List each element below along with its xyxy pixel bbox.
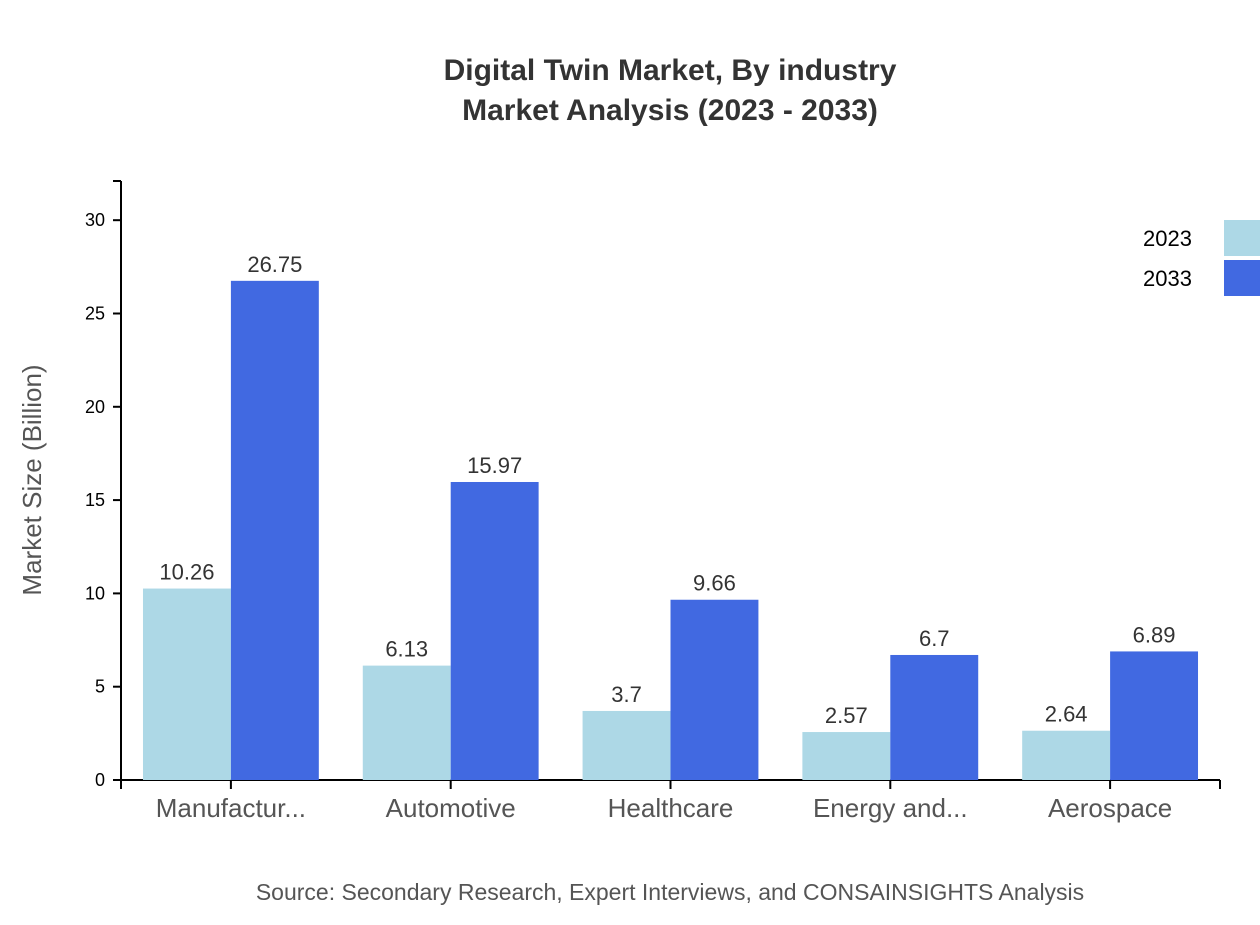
legend-swatch xyxy=(1224,260,1260,296)
data-label: 6.7 xyxy=(919,626,950,651)
data-label: 6.13 xyxy=(385,637,428,662)
data-label: 6.89 xyxy=(1133,622,1176,647)
y-tick-label: 15 xyxy=(85,490,105,510)
chart-subtitle: Market Analysis (2023 - 2033) xyxy=(462,94,878,127)
legend-label: 2023 xyxy=(1143,226,1192,251)
y-tick-label: 30 xyxy=(85,210,105,230)
x-tick-label: Healthcare xyxy=(608,793,734,823)
bar-2033 xyxy=(230,280,319,780)
data-label: 2.64 xyxy=(1045,702,1088,727)
y-tick-label: 5 xyxy=(95,677,105,697)
data-label: 9.66 xyxy=(693,571,736,596)
data-label: 10.26 xyxy=(159,560,214,585)
bar-2033 xyxy=(1110,651,1199,780)
y-tick-label: 0 xyxy=(95,770,105,790)
bar-2023 xyxy=(1022,730,1111,780)
legend-swatch xyxy=(1224,220,1260,256)
bar-2023 xyxy=(582,710,671,780)
bar-2023 xyxy=(142,588,231,780)
data-label: 15.97 xyxy=(467,453,522,478)
bar-2023 xyxy=(362,665,451,780)
bar-2033 xyxy=(670,599,759,780)
x-tick-label: Energy and... xyxy=(813,793,968,823)
data-label: 2.57 xyxy=(825,703,868,728)
bar-2023 xyxy=(802,732,891,780)
y-axis-label: Market Size (Billion) xyxy=(17,364,47,595)
y-tick-label: 10 xyxy=(85,583,105,603)
x-tick-label: Aerospace xyxy=(1048,793,1172,823)
y-tick-label: 25 xyxy=(85,303,105,323)
bar-2033 xyxy=(450,481,539,780)
data-label: 26.75 xyxy=(247,252,302,277)
data-label: 3.7 xyxy=(611,682,642,707)
chart-title: Digital Twin Market, By industry xyxy=(444,54,897,87)
x-tick-label: Automotive xyxy=(386,793,516,823)
source-note: Source: Secondary Research, Expert Inter… xyxy=(256,879,1084,905)
legend-label: 2033 xyxy=(1143,266,1192,291)
x-tick-label: Manufactur... xyxy=(156,793,306,823)
y-tick-label: 20 xyxy=(85,397,105,417)
bar-2033 xyxy=(890,654,979,780)
